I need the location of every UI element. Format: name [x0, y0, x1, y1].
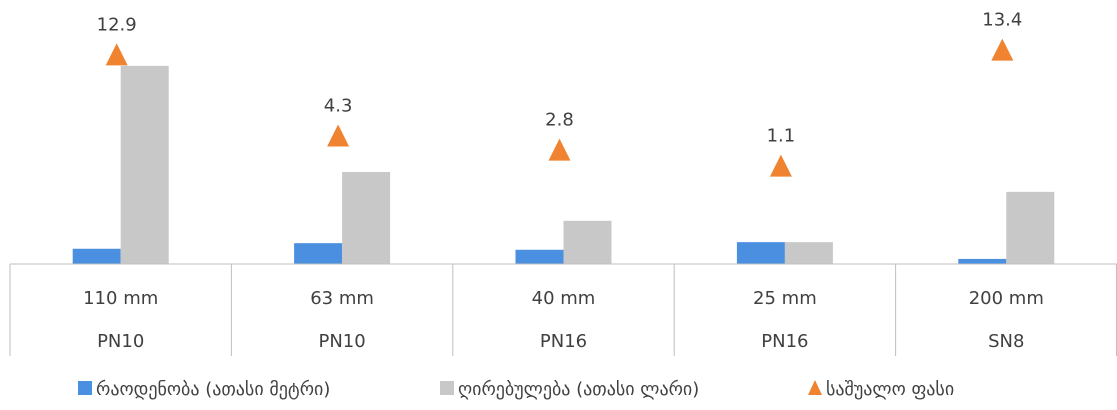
category-label-2-class: PN10 [318, 331, 365, 352]
legend-swatch-1 [78, 381, 92, 395]
bar-value-4 [784, 242, 833, 264]
bar-quantity-3 [515, 249, 564, 264]
category-label-3-class: PN16 [540, 331, 587, 352]
avg-price-label-1: 12.9 [97, 14, 137, 35]
category-axis: 110 mm PN10 63 mm PN10 40 mm PN16 25 mm PN16 200… [9, 263, 1117, 356]
category-label-1-diameter: 110 mm [83, 288, 158, 309]
bar-value-1 [120, 65, 169, 264]
avg-price-marker-1 [105, 43, 128, 66]
bar-quantity-4 [736, 242, 785, 264]
legend-label-1: რაოდენობა (ათასი მეტრი) [96, 379, 330, 400]
avg-price-label-4: 1.1 [767, 126, 796, 147]
category-label-5-diameter: 200 mm [969, 288, 1044, 309]
avg-price-marker-3 [548, 138, 571, 161]
avg-price-marker-5 [991, 38, 1014, 61]
legend-label-3: საშუალო ფასი [826, 379, 954, 400]
markers-layer: 12.9 4.3 2.8 1.1 13.4 [97, 10, 1022, 177]
bar-quantity-2 [294, 243, 343, 264]
bar-quantity-5 [958, 258, 1007, 264]
category-label-5-class: SN8 [988, 331, 1024, 352]
avg-price-marker-2 [327, 124, 350, 147]
bar-value-2 [342, 172, 391, 264]
category-label-4-class: PN16 [761, 331, 808, 352]
category-label-1-class: PN10 [97, 331, 144, 352]
bar-value-3 [563, 220, 612, 264]
category-label-2-diameter: 63 mm [310, 288, 374, 309]
category-label-3-diameter: 40 mm [532, 288, 596, 309]
avg-price-label-2: 4.3 [324, 95, 353, 116]
category-label-4-diameter: 25 mm [753, 288, 817, 309]
legend-swatch-2 [440, 381, 454, 395]
avg-price-label-3: 2.8 [545, 110, 574, 131]
legend-label-2: ღირებულება (ათასი ლარი) [458, 379, 699, 400]
bar-value-5 [1006, 191, 1055, 264]
legend: რაოდენობა (ათასი მეტრი) ღირებულება (ათასი… [78, 379, 954, 400]
bar-quantity-1 [72, 248, 121, 264]
bars-layer [72, 65, 1055, 264]
avg-price-label-5: 13.4 [982, 10, 1022, 31]
avg-price-marker-4 [769, 154, 792, 177]
legend-swatch-3 [808, 380, 822, 395]
